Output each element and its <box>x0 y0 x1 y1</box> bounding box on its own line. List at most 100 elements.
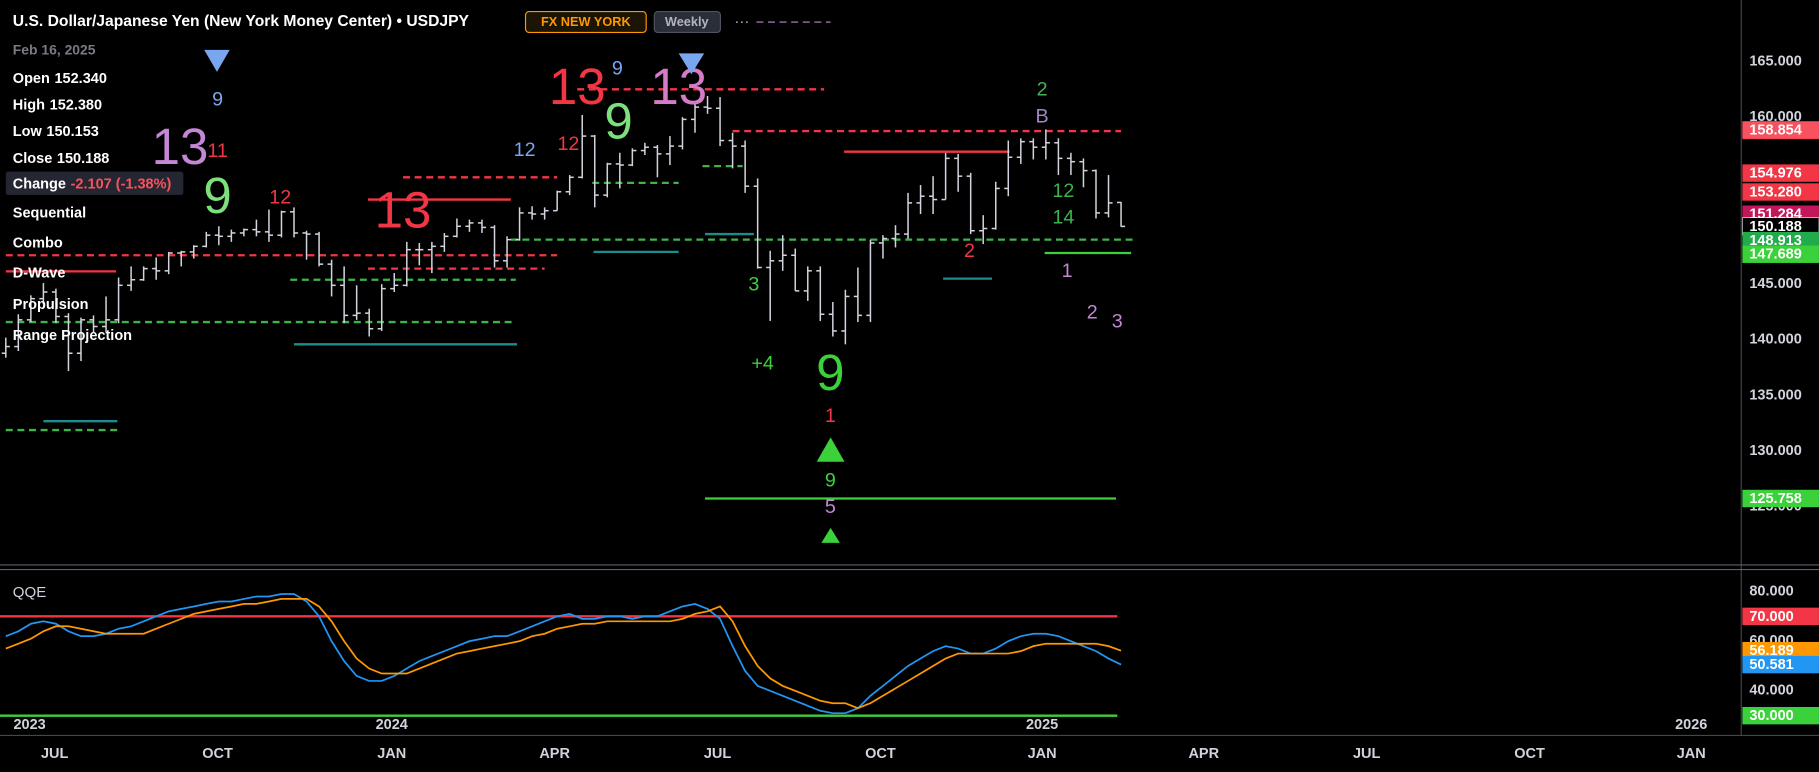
legend-label: Low <box>13 124 43 140</box>
legend-value: 152.380 <box>50 97 102 113</box>
price-badge <box>1742 489 1819 508</box>
price-badge <box>1742 706 1819 725</box>
countdown-label: 9 <box>203 167 231 224</box>
x-tick-label: JAN <box>377 746 406 762</box>
legend-date: Feb 16, 2025 <box>13 42 96 58</box>
x-tick-label: 2026 <box>1675 717 1707 733</box>
x-tick-label: 2023 <box>13 717 45 733</box>
price-badge <box>1742 183 1819 201</box>
legend-value: 150.188 <box>57 151 109 167</box>
legend-value: 152.340 <box>54 71 106 87</box>
setup-label: B <box>1036 105 1049 127</box>
countdown-label: 13 <box>549 58 606 115</box>
x-tick-label: OCT <box>202 746 233 762</box>
y-tick-label: 40.000 <box>1749 683 1793 699</box>
setup-label: 2 <box>1087 301 1098 323</box>
y-tick-label: 160.000 <box>1749 109 1801 125</box>
interval-badge <box>653 11 721 34</box>
setup-label: 2 <box>964 240 975 262</box>
series-line <box>5 593 1122 715</box>
legend-row: Change -2.107 (-1.38%) <box>13 176 172 192</box>
setup-label: 3 <box>748 274 759 296</box>
exchange-badge <box>524 11 647 34</box>
pane-title: QQE <box>13 584 47 601</box>
header: U.S. Dollar/Japanese Yen (New York Money… <box>13 11 831 34</box>
x-tick-label: JAN <box>1677 746 1706 762</box>
x-tick-label: OCT <box>865 746 896 762</box>
indicator-name[interactable]: Propulsion <box>13 297 89 313</box>
legend-row: Low 150.153 <box>13 124 99 140</box>
y-tick-label: 130.000 <box>1749 443 1801 459</box>
setup-label: 9 <box>612 57 623 79</box>
price-badge-label: 125.758 <box>1749 491 1801 507</box>
interval: Weekly <box>665 14 710 29</box>
y-tick-label: 135.000 <box>1749 387 1801 403</box>
price-badge-label: 70.000 <box>1749 609 1793 625</box>
y-tick-label: 165.000 <box>1749 53 1801 69</box>
setup-label: 12 <box>269 187 291 209</box>
price-badge <box>1742 164 1819 182</box>
price-badge-label: 150.188 <box>1749 219 1801 235</box>
indicator-name[interactable]: D-Wave <box>13 266 66 282</box>
x-tick-label: JUL <box>704 746 732 762</box>
legend-value: -2.107 (-1.38%) <box>71 176 172 192</box>
x-tick-label: 2025 <box>1026 717 1058 733</box>
price-badge <box>1742 655 1819 674</box>
x-tick-label: JUL <box>41 746 69 762</box>
signal-arrow <box>204 49 230 72</box>
setup-label: 5 <box>825 496 836 518</box>
x-tick-label: APR <box>539 746 570 762</box>
y-tick-label: 140.000 <box>1749 332 1801 348</box>
setup-label: +4 <box>751 353 774 375</box>
price-badge-label: 50.581 <box>1749 657 1793 673</box>
countdown-label: 13 <box>152 118 209 175</box>
setup-label: 1 <box>1062 260 1073 282</box>
exchange: FX NEW YORK <box>541 14 632 29</box>
price-badge <box>1742 641 1819 660</box>
x-tick-label: APR <box>1188 746 1219 762</box>
legend-label: Close <box>13 151 53 167</box>
signal-arrow <box>678 53 705 75</box>
x-tick-label: 2024 <box>376 717 408 733</box>
price-badge-label: 56.189 <box>1749 643 1793 659</box>
signal-arrow <box>821 527 840 543</box>
more-menu[interactable]: ··· <box>734 13 749 30</box>
x-tick-label: JAN <box>1028 746 1057 762</box>
axes-layer: 125.000130.000135.000140.000145.000150.0… <box>13 53 1819 762</box>
countdown-label: 13 <box>650 58 707 115</box>
setup-label: 2 <box>1037 79 1048 101</box>
price-badge <box>1742 121 1819 139</box>
countdown-label: 13 <box>375 182 432 239</box>
indicator-name[interactable]: Combo <box>13 235 63 251</box>
legend-label: High <box>13 97 45 113</box>
setup-label: 9 <box>825 470 836 492</box>
setup-label: 1 <box>825 405 836 427</box>
y-tick-label: 80.000 <box>1749 583 1793 599</box>
price-badge <box>1742 245 1819 263</box>
x-tick-label: JUL <box>1353 746 1381 762</box>
price-badge-label: 147.689 <box>1749 247 1801 263</box>
setup-label: 11 <box>207 140 227 162</box>
setup-label: 12 <box>557 133 579 155</box>
y-tick-label: 145.000 <box>1749 276 1801 292</box>
ohlc-legend: Feb 16, 2025 Open 152.340 High 152.380 Low… <box>5 42 184 344</box>
price-badge-label: 154.976 <box>1749 166 1801 182</box>
legend-value: 150.153 <box>46 124 98 140</box>
setup-label: 3 <box>1112 310 1123 332</box>
indicator-name[interactable]: Sequential <box>13 205 86 221</box>
signal-arrow <box>816 437 845 462</box>
price-badge-label: 148.913 <box>1749 233 1801 249</box>
legend-label: Open <box>13 71 50 87</box>
x-tick-label: OCT <box>1514 746 1545 762</box>
legend-label: Change <box>13 176 66 192</box>
legend-row: Close 150.188 <box>13 151 110 167</box>
series-line <box>5 598 1122 710</box>
setup-label: 14 <box>1052 207 1074 229</box>
price-badge-label: 30.000 <box>1749 708 1793 724</box>
legend-row: High 152.380 <box>13 97 102 113</box>
legend-bg <box>5 171 184 195</box>
indicator-name[interactable]: Range Projection <box>13 328 132 344</box>
